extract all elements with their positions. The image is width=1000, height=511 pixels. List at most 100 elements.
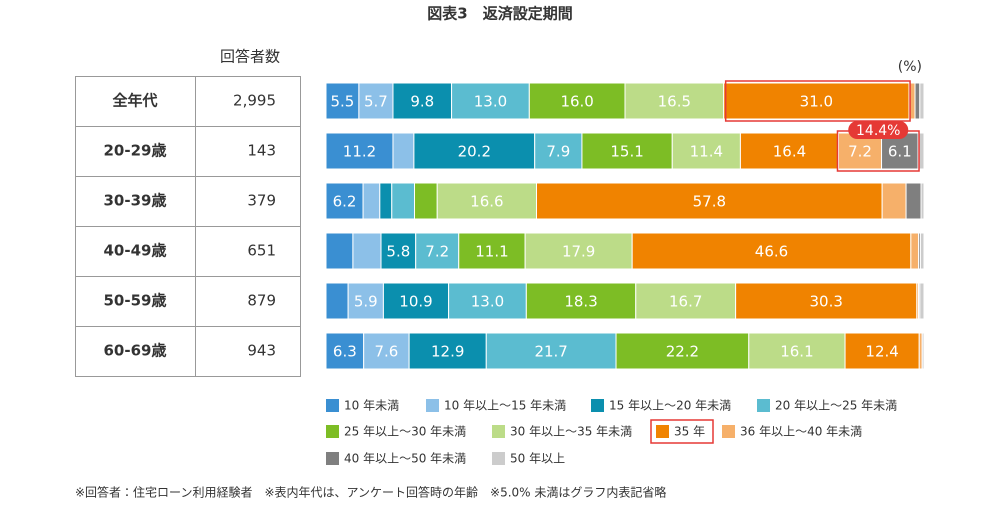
value-label: 5.9 xyxy=(354,293,378,311)
bar-segment xyxy=(414,182,438,220)
value-label: 30.3 xyxy=(810,293,843,311)
bar-segment xyxy=(352,232,382,270)
respondent-count: 651 xyxy=(247,242,276,260)
unit-label: (%) xyxy=(898,59,922,75)
legend-label: 15 年以上～20 年未満 xyxy=(609,399,731,413)
value-label: 16.5 xyxy=(658,93,691,111)
value-label: 5.7 xyxy=(364,93,388,111)
bar-segment xyxy=(458,232,526,270)
respondent-count: 943 xyxy=(247,342,276,360)
bar-segment xyxy=(748,332,846,370)
bar-segment xyxy=(910,232,920,270)
value-label: 9.8 xyxy=(410,93,434,111)
value-label: 5.8 xyxy=(386,243,410,261)
bar-segment xyxy=(631,232,912,270)
row-label: 20-29歳 xyxy=(104,142,167,160)
bar-segment xyxy=(535,182,883,220)
value-label: 17.9 xyxy=(562,243,595,261)
bar-segment xyxy=(325,232,354,270)
bar-segment xyxy=(914,82,921,120)
value-label: 16.0 xyxy=(560,93,593,111)
bar-segment xyxy=(408,332,487,370)
bar-segment xyxy=(363,332,410,370)
legend-label: 25 年以上～30 年未満 xyxy=(344,425,466,439)
legend-swatch xyxy=(326,425,339,438)
legend-swatch xyxy=(757,399,770,412)
bar-segment xyxy=(325,332,365,370)
legend-label: 50 年以上 xyxy=(510,452,565,466)
bar-segment xyxy=(436,182,537,220)
bar-segment xyxy=(485,332,617,370)
value-label: 12.9 xyxy=(431,343,464,361)
bar-segment xyxy=(921,332,925,370)
highlight-box xyxy=(724,80,911,122)
row-label: 30-39歳 xyxy=(104,192,167,210)
bar-segment xyxy=(917,132,925,170)
legend-swatch xyxy=(492,425,505,438)
value-label: 6.2 xyxy=(333,193,357,211)
bar-segment xyxy=(325,182,364,220)
legend-label: 40 年以上～50 年未満 xyxy=(344,452,466,466)
callout-text: 14.4% xyxy=(856,123,900,139)
bar-segment xyxy=(920,182,925,220)
legend-swatch xyxy=(591,399,604,412)
value-label: 11.2 xyxy=(343,143,376,161)
value-label: 21.7 xyxy=(534,343,567,361)
value-label: 7.6 xyxy=(374,343,398,361)
bar-segment xyxy=(525,282,637,320)
value-label: 13.0 xyxy=(474,93,507,111)
value-label: 6.3 xyxy=(333,343,357,361)
legend-label: 10 年未満 xyxy=(344,399,399,413)
callout-bubble xyxy=(848,121,909,139)
bar-segment xyxy=(451,82,530,120)
value-label: 7.2 xyxy=(848,143,872,161)
bar-segment xyxy=(325,82,360,120)
bar-segment xyxy=(379,182,393,220)
bar-segment xyxy=(624,82,725,120)
bar-segment xyxy=(581,132,673,170)
legend-swatch xyxy=(722,425,735,438)
bar-segment xyxy=(615,332,750,370)
legend-swatch xyxy=(326,399,339,412)
value-label: 10.9 xyxy=(399,293,432,311)
footnote: ※回答者：住宅ローン利用経験者 ※表内年代は、アンケート回答時の年齢 ※5.0%… xyxy=(75,485,666,500)
bar-segment xyxy=(391,182,416,220)
bar-segment xyxy=(413,132,536,170)
bar-segment xyxy=(723,82,910,120)
bar-segment xyxy=(362,182,381,220)
value-label: 15.1 xyxy=(610,143,643,161)
bar-segment xyxy=(919,82,925,120)
respondent-count: 143 xyxy=(247,142,276,160)
respondent-count: 879 xyxy=(247,292,276,310)
legend-swatch xyxy=(326,452,339,465)
table-header: 回答者数 xyxy=(220,48,280,66)
bar-segment xyxy=(905,182,922,220)
bar-segment xyxy=(347,282,384,320)
chart-title: 図表3 返済設定期間 xyxy=(427,5,572,23)
value-label: 7.9 xyxy=(546,143,570,161)
value-label: 16.1 xyxy=(780,343,813,361)
value-label: 18.3 xyxy=(564,293,597,311)
value-label: 16.7 xyxy=(669,293,702,311)
bar-segment xyxy=(739,132,839,170)
bar-segment xyxy=(325,282,349,320)
legend-swatch xyxy=(492,452,505,465)
value-label: 22.2 xyxy=(666,343,699,361)
bar-segment xyxy=(735,282,918,320)
legend-label: 36 年以上～40 年未満 xyxy=(740,425,862,439)
bar-segment xyxy=(415,232,460,270)
value-label: 6.1 xyxy=(888,143,912,161)
row-label: 50-59歳 xyxy=(104,292,167,310)
value-label: 16.6 xyxy=(470,193,503,211)
bar-segment xyxy=(392,132,415,170)
legend-label: 30 年以上～35 年未満 xyxy=(510,425,632,439)
value-label: 5.5 xyxy=(331,93,355,111)
value-label: 13.0 xyxy=(471,293,504,311)
respondent-count: 2,995 xyxy=(233,92,276,110)
value-label: 46.6 xyxy=(755,243,788,261)
legend-label: 10 年以上～15 年未満 xyxy=(444,399,566,413)
bar-segment xyxy=(392,82,453,120)
row-label: 40-49歳 xyxy=(104,242,167,260)
row-label: 全年代 xyxy=(112,92,157,110)
bar-segment xyxy=(919,282,925,320)
